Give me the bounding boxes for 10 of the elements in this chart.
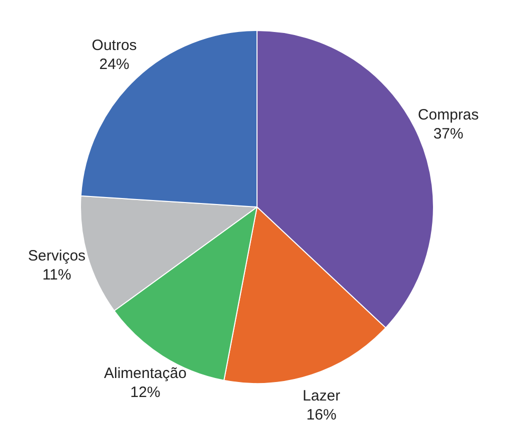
data-label: 24% [99,56,130,74]
slice-label: Alimentação [104,365,187,382]
slice-label: Compras [418,106,479,124]
slice-label: Outros [92,37,137,54]
slice-label: Lazer [302,387,340,404]
data-label: 11% [42,266,72,284]
data-label: 12% [130,384,160,402]
data-label: 37% [433,125,464,142]
data-label: 16% [306,406,336,424]
slice-label: Serviços [28,247,86,264]
